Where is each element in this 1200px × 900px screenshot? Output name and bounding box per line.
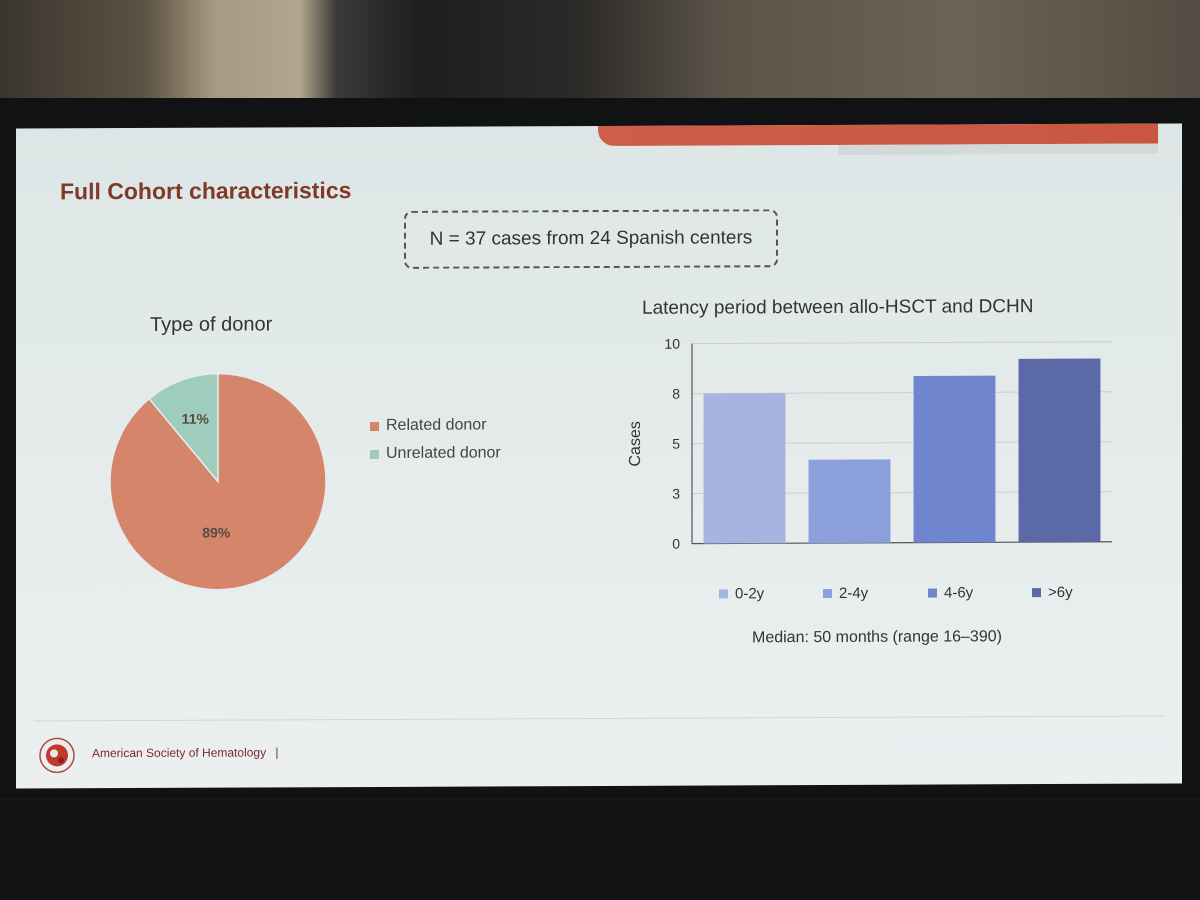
legend-unrelated: Unrelated donor [370, 444, 501, 463]
pie-title: Type of donor [150, 313, 273, 336]
cohort-size-box: N = 37 cases from 24 Spanish centers [404, 209, 778, 269]
gridline-4 [692, 341, 1112, 345]
bar-legend-label-3: >6y [1048, 583, 1073, 602]
pie-label-1: 11% [182, 411, 210, 427]
pie-label-0: 89% [202, 524, 231, 540]
bar-2 [913, 375, 996, 543]
legend-related: Related donor [370, 416, 487, 435]
slide-accent-shadow [838, 143, 1158, 155]
bar-title: Latency period between allo-HSCT and DCH… [642, 296, 1034, 319]
footer-organization: American Society of Hematology | [92, 745, 279, 760]
legend-label-related: Related donor [386, 416, 487, 434]
bar-legend-swatch-3 [1032, 588, 1041, 598]
bar-3 [1018, 358, 1101, 543]
bar-legend-label-2: 4-6y [944, 584, 974, 602]
footer-org-name: American Society of Hematology [92, 745, 267, 761]
slide-title: Full Cohort characteristics [60, 177, 352, 205]
bar-legend-label-0: 0-2y [735, 585, 765, 603]
footer-divider [34, 715, 1164, 722]
median-note: Median: 50 months (range 16–390) [752, 628, 1002, 647]
bar-chart: 0 3 5 8 10 Cases [627, 336, 1112, 552]
ytick-label-0: 0 [672, 536, 680, 552]
y-axis-label: Cases [627, 421, 644, 466]
pie-slice-0 [109, 372, 327, 591]
bar-legend-swatch-1 [823, 588, 832, 599]
pie-chart: 11% 89% [109, 372, 327, 591]
ash-logo-icon [39, 737, 75, 774]
bar-legend-0: 0-2y [719, 585, 764, 602]
bar-legend-swatch-0 [719, 589, 728, 599]
slide: Full Cohort characteristics N = 37 cases… [16, 123, 1182, 789]
room-background [0, 0, 1200, 110]
bar-legend-3: >6y [1032, 584, 1073, 601]
legend-label-unrelated: Unrelated donor [386, 444, 501, 462]
slide-accent-bar [598, 123, 1158, 147]
pie-slice-1 [148, 372, 219, 484]
footer-separator: | [275, 745, 279, 760]
bar-legend-label-1: 2-4y [839, 584, 869, 602]
bar-1 [808, 459, 891, 544]
ytick-label-1: 3 [672, 486, 680, 502]
ytick-label-4: 10 [664, 336, 680, 352]
cohort-size-text: N = 37 cases from 24 Spanish centers [429, 227, 753, 250]
ytick-label-2: 5 [672, 436, 680, 452]
legend-swatch-unrelated [370, 449, 379, 459]
bar-legend-swatch-2 [928, 588, 937, 598]
legend-swatch-related [370, 421, 379, 431]
audience-area [0, 800, 1200, 900]
bar-legend-2: 4-6y [928, 584, 973, 601]
ytick-label-3: 8 [672, 386, 680, 402]
bar-0 [703, 393, 786, 544]
bar-legend-1: 2-4y [823, 585, 868, 602]
